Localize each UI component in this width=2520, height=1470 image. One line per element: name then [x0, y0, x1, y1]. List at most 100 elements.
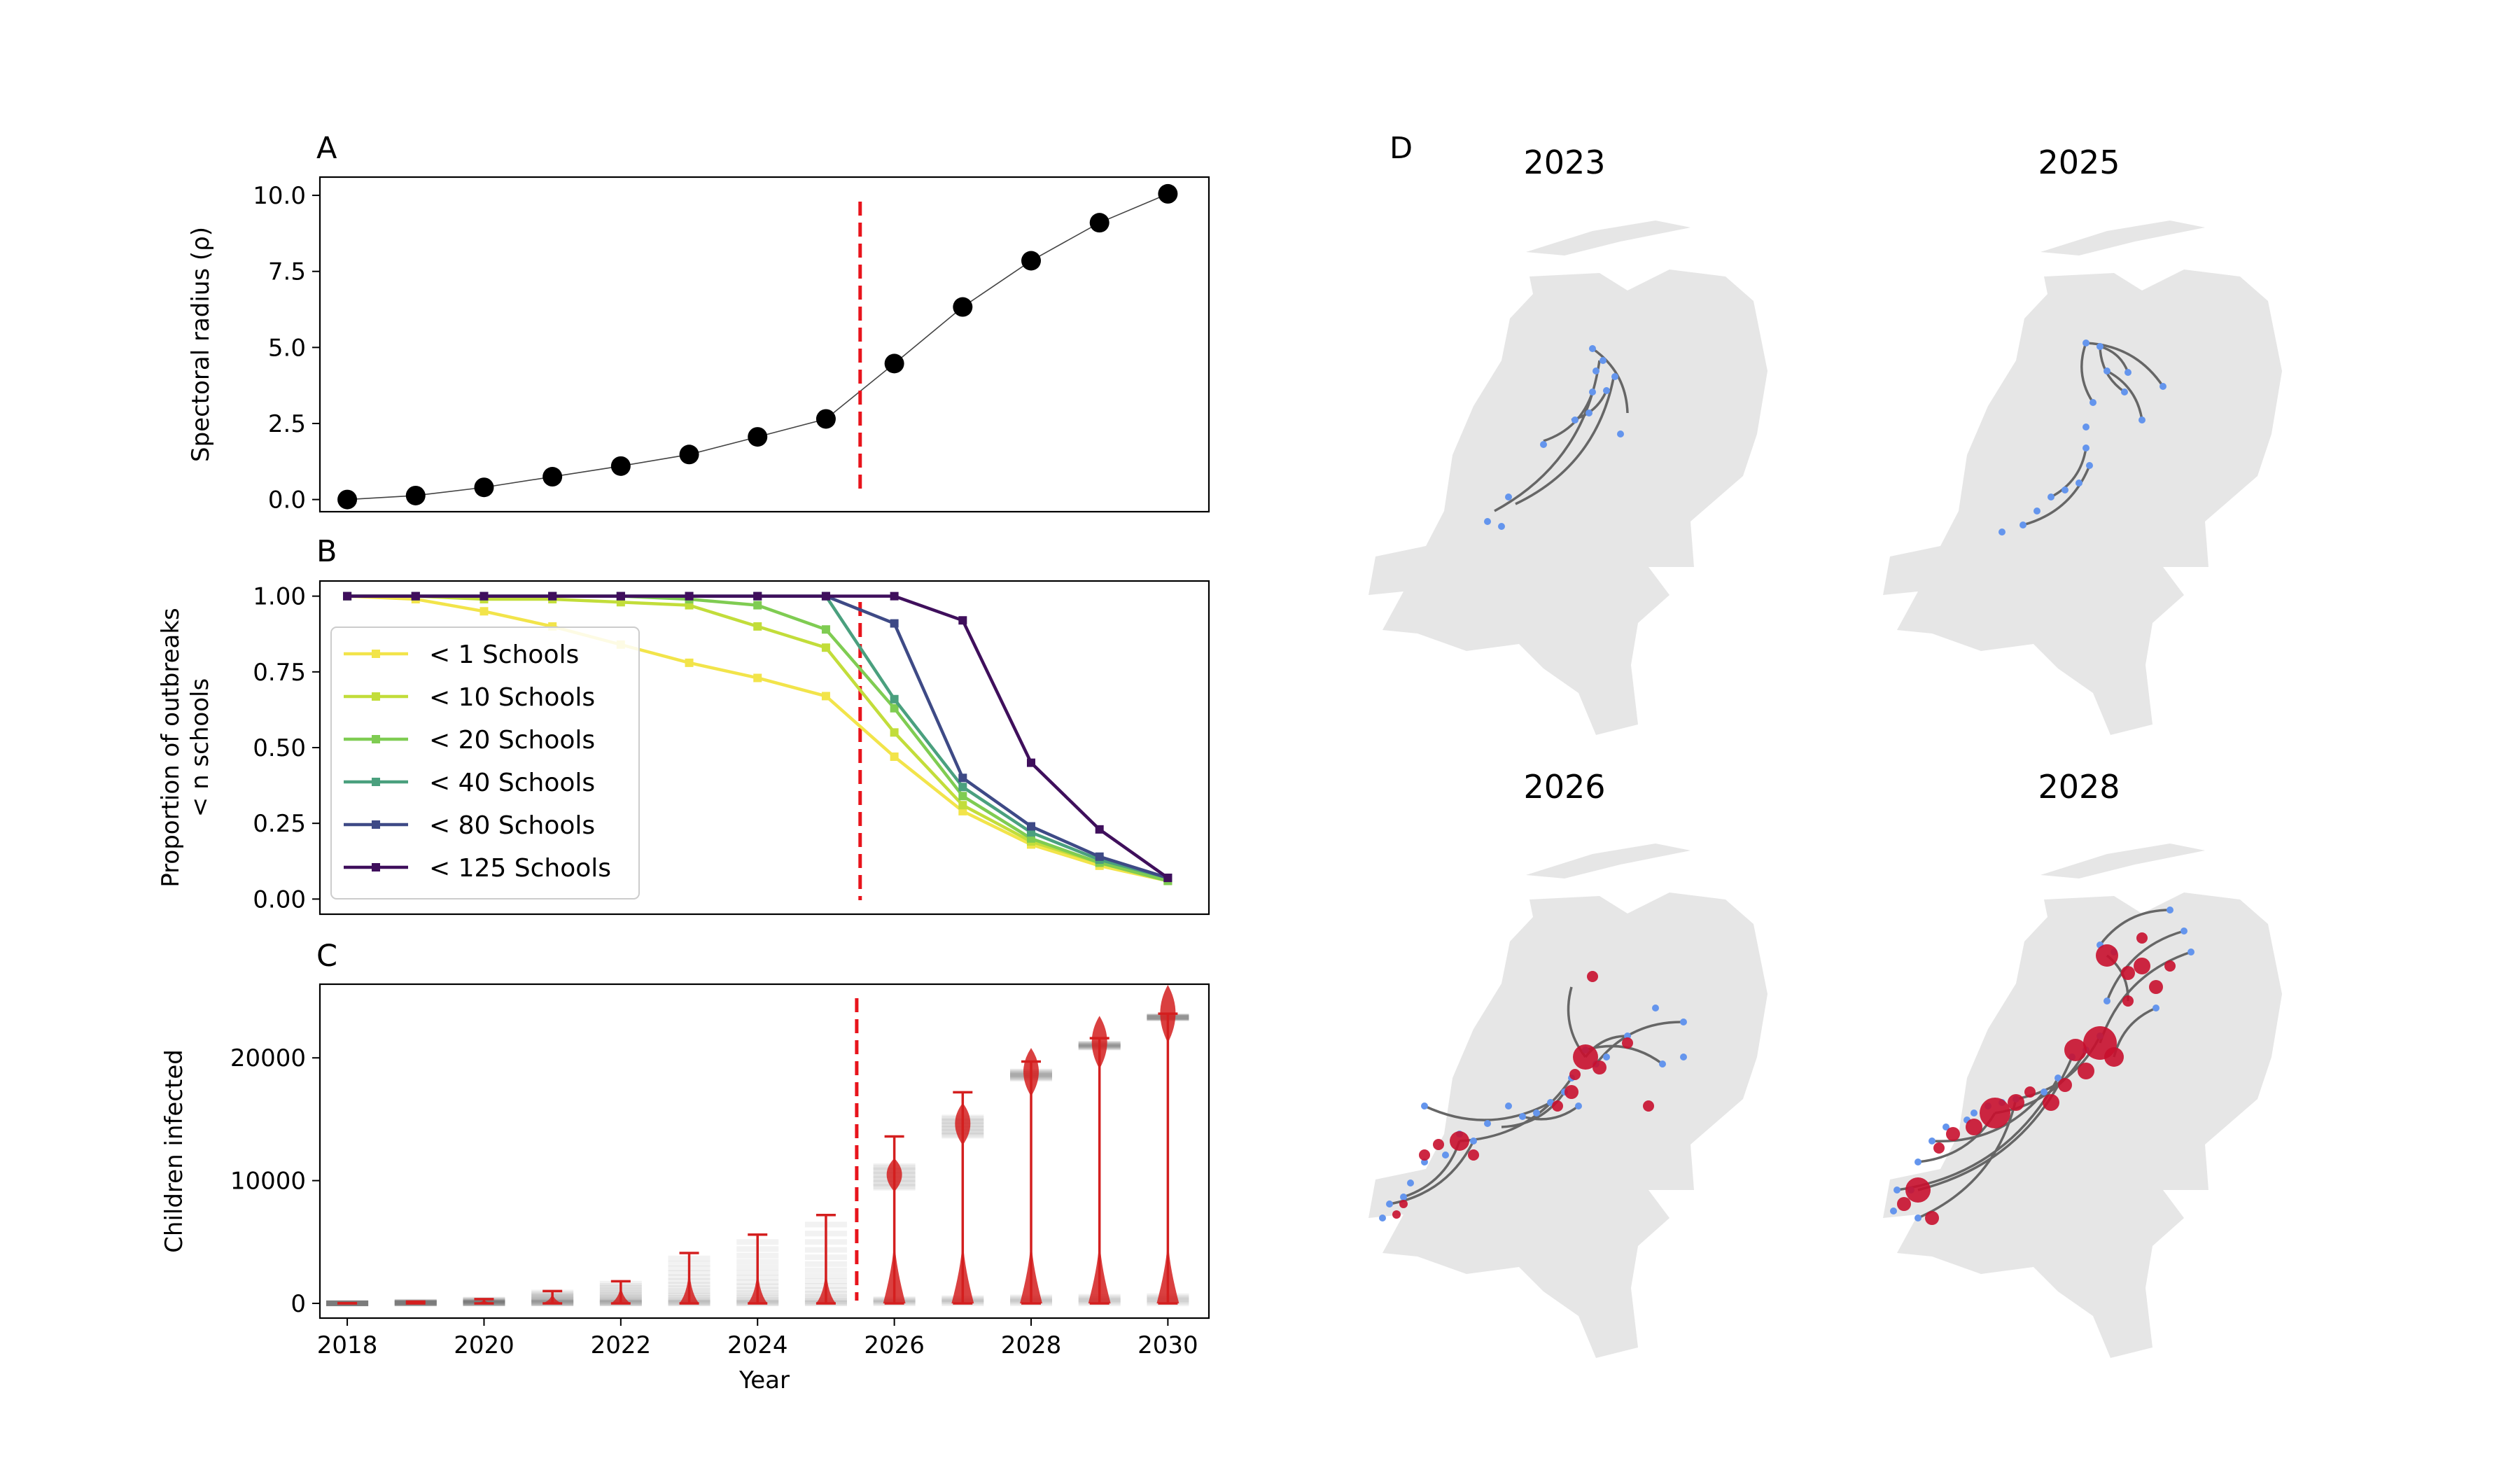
- infected-node: [2122, 995, 2134, 1007]
- infected-node: [2043, 1094, 2059, 1111]
- data-point: [1021, 251, 1041, 271]
- violin-body: [610, 1281, 631, 1303]
- panel-label-d: D: [1390, 131, 1413, 166]
- y-tick-label: 0.75: [253, 659, 306, 687]
- network-node: [1890, 1208, 1897, 1214]
- legend-marker: [372, 692, 380, 701]
- network-node: [2138, 416, 2146, 424]
- netherlands-outline: [1883, 844, 2282, 1358]
- panel-label-a: A: [316, 131, 337, 166]
- violin-body-lower: [883, 1233, 906, 1303]
- series-marker: [753, 673, 762, 682]
- series-marker: [1163, 874, 1172, 883]
- infected-node: [2104, 1047, 2124, 1067]
- legend-marker: [372, 650, 380, 658]
- network-node: [1498, 523, 1505, 530]
- network-node: [1914, 1214, 1921, 1222]
- series-marker: [753, 592, 762, 601]
- series-marker: [958, 801, 967, 810]
- network-map: 2023: [1368, 144, 1768, 735]
- series-marker: [479, 607, 489, 616]
- infected-node: [1573, 1044, 1598, 1070]
- network-edge: [1494, 360, 1601, 512]
- outbreak-proportion-chart: 0.00 0.25 0.50 0.75 1.00 Proportion of outbre…: [157, 580, 1210, 916]
- series-marker: [685, 592, 694, 601]
- violin-body: [679, 1261, 699, 1303]
- series-marker: [958, 616, 967, 625]
- violin: [463, 1296, 505, 1306]
- x-tick-label: 2030: [1138, 1331, 1198, 1359]
- network-node: [2104, 997, 2110, 1004]
- infected-node: [2134, 958, 2150, 974]
- network-node: [1400, 1194, 1407, 1200]
- infected-node: [2136, 932, 2148, 944]
- legend-marker: [372, 778, 380, 786]
- network-maps: 2023 2025 2026 2028: [1368, 144, 2282, 1358]
- infected-node: [1897, 1197, 1911, 1211]
- x-tick-label: 2018: [317, 1331, 378, 1359]
- network-node: [2152, 1004, 2160, 1011]
- network-node: [1970, 1110, 1977, 1116]
- data-point: [474, 477, 494, 498]
- infected-node: [1905, 1177, 1931, 1203]
- network-node: [1442, 1152, 1449, 1158]
- network-edge: [1931, 1091, 2045, 1143]
- series-marker: [753, 622, 762, 631]
- legend-label: < 40 Schools: [429, 769, 595, 797]
- y-tick-label: 0.25: [253, 810, 306, 838]
- series-marker: [890, 619, 899, 628]
- violin: [1010, 1048, 1052, 1306]
- infected-node: [1392, 1210, 1401, 1219]
- network-node: [1505, 493, 1512, 500]
- network-node: [1998, 528, 2005, 536]
- violin-body-lower: [1088, 1233, 1111, 1303]
- legend-marker: [372, 863, 380, 872]
- violin-body-upper: [886, 1158, 902, 1192]
- legend-marker: [372, 820, 380, 829]
- data-point: [748, 427, 768, 447]
- network-edge: [2080, 342, 2094, 403]
- network-node: [2124, 369, 2132, 376]
- violin-body-upper: [1091, 1016, 1107, 1070]
- network-node: [2096, 343, 2104, 350]
- data-point: [337, 489, 358, 510]
- data-point: [405, 485, 426, 505]
- network-node: [2062, 486, 2068, 493]
- infected-node: [1569, 1069, 1581, 1080]
- children-infected-chart: 0 10000 20000 2018 2020 2022 2024 2026 2028 2030 C…: [160, 983, 1210, 1394]
- infected-node: [1564, 1085, 1578, 1099]
- violin: [1078, 1016, 1121, 1306]
- violin-body-lower: [951, 1233, 974, 1303]
- network-map: 2025: [1883, 144, 2282, 735]
- legend-label: < 10 Schools: [429, 683, 595, 712]
- violin-body: [816, 1261, 836, 1303]
- violin-body: [748, 1261, 768, 1303]
- network-edge: [1515, 377, 1615, 505]
- network-node: [1928, 1138, 1935, 1144]
- violin: [736, 1233, 779, 1306]
- map-title: 2028: [2038, 768, 2120, 806]
- network-node: [1407, 1180, 1414, 1186]
- network-node: [2121, 388, 2128, 396]
- infected-node: [1468, 1149, 1479, 1161]
- x-tick-label: 2028: [1001, 1331, 1062, 1359]
- network-edge: [1917, 1098, 2017, 1219]
- y-axis-label-line: Proportion of outbreaks: [157, 608, 185, 887]
- network-node: [1592, 368, 1600, 374]
- series-marker: [958, 792, 967, 801]
- data-point: [610, 456, 631, 476]
- violin: [1147, 984, 1189, 1306]
- violin: [873, 1135, 916, 1306]
- network-edge: [1501, 1091, 1566, 1128]
- network-node: [1533, 1110, 1540, 1116]
- violin-body-lower: [1156, 1233, 1180, 1303]
- network-node: [2040, 1088, 2047, 1096]
- series-line: [347, 193, 1168, 500]
- infected-node: [1946, 1127, 1960, 1141]
- violin-body: [405, 1301, 426, 1303]
- network-node: [1505, 1102, 1512, 1110]
- y-axis-label: Spectoral radius (ρ): [187, 227, 215, 462]
- infected-node: [1980, 1098, 2010, 1128]
- map-canvas: [1368, 844, 1768, 1358]
- series-marker: [890, 592, 899, 601]
